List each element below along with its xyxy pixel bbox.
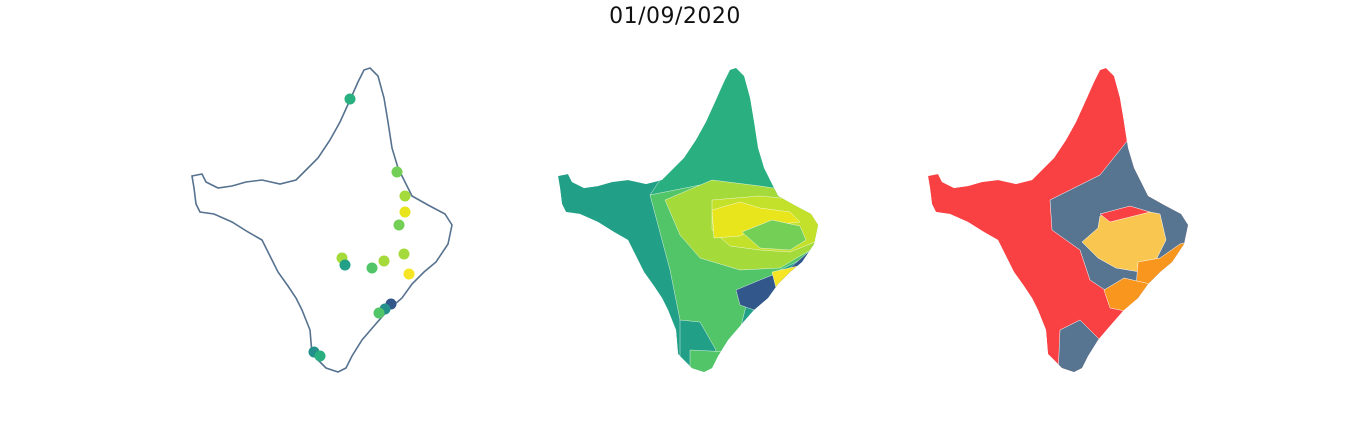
station-marker: [339, 259, 351, 271]
station-marker: [314, 350, 326, 362]
map-panel-points: [191, 67, 453, 373]
region-area: [741, 219, 807, 251]
station-marker: [393, 219, 405, 231]
station-marker: [391, 166, 403, 178]
station-marker: [344, 93, 356, 105]
station-marker: [378, 255, 390, 267]
map-panel-categorical: [928, 68, 1188, 372]
region-area: [689, 349, 731, 372]
station-marker: [399, 206, 411, 218]
region-area: [649, 68, 811, 201]
region-area: [1099, 205, 1151, 223]
station-marker: [373, 307, 385, 319]
map-panel-interpolated: [558, 68, 818, 372]
figure-title: 01/09/2020: [609, 4, 741, 29]
region-outline: [191, 67, 453, 373]
region-area: [711, 201, 801, 239]
station-marker: [399, 190, 411, 202]
station-marker: [398, 248, 410, 260]
station-marker: [366, 262, 378, 274]
station-marker: [403, 268, 415, 280]
